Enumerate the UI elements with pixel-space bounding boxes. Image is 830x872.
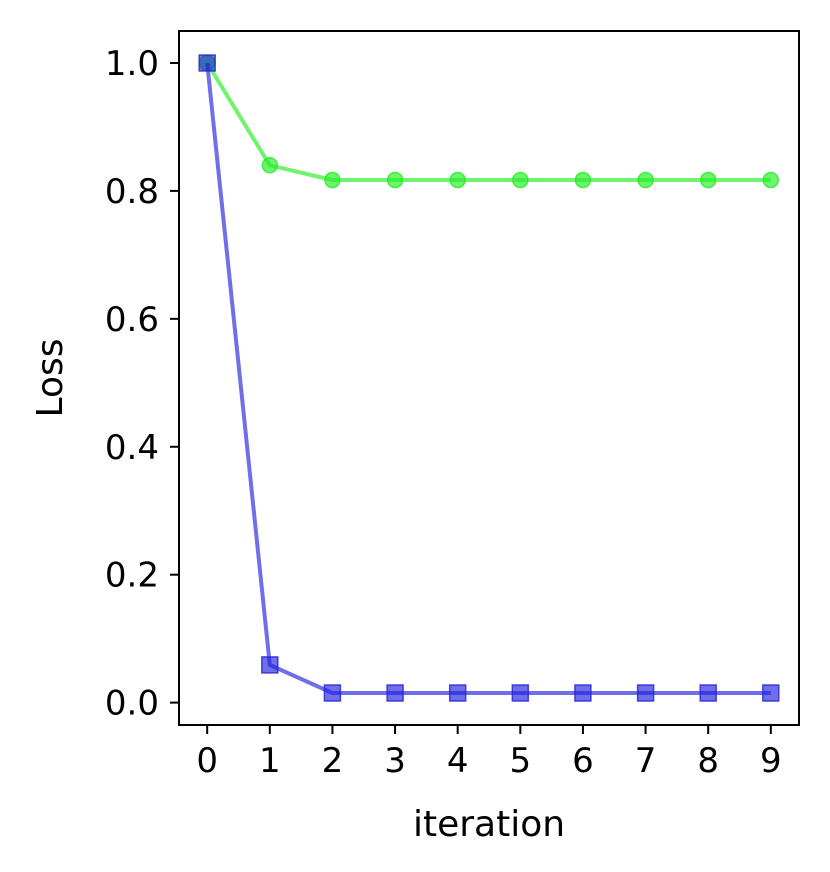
series-0-point [762,171,780,189]
series-0-point [386,171,404,189]
x-tick-label: 3 [384,741,406,781]
y-tick-label: 0.0 [105,684,159,724]
series-0-point [574,171,592,189]
series-1-point [261,656,279,674]
y-tick-label: 1.0 [105,44,159,84]
series-1-point [636,684,655,702]
series-1-point [198,54,216,72]
x-tick-label: 2 [322,741,344,781]
y-axis-label: Loss [30,339,71,418]
x-axis-label: iteration [413,804,565,845]
series-0-point [637,171,654,189]
series-0-point [261,157,279,174]
series-1-point [762,684,780,702]
x-tick-label: 4 [447,741,469,781]
series-1-point [448,684,467,702]
x-tick-label: 8 [697,741,719,781]
y-tick-label: 0.4 [105,428,159,468]
y-tick-label: 0.2 [105,556,159,596]
x-tick-label: 5 [509,741,531,781]
series-1-point [511,684,530,702]
x-tick-label: 0 [196,741,218,781]
series-1-line [205,62,771,695]
series-0-point [449,171,466,189]
y-axis: 0.0 0.2 0.4 0.6 0.8 1.0 [105,44,179,724]
series-1 [198,54,780,702]
plot-frame [178,30,800,726]
y-tick-label: 0.8 [105,172,159,212]
series-0-point [699,171,717,189]
series-1-point [699,684,717,702]
series-0 [198,54,780,189]
series-0-point [324,171,341,189]
series-1-point [323,684,342,702]
series-layer [198,54,780,702]
x-tick-label: 7 [635,741,657,781]
series-0-point [512,171,529,189]
x-tick-label: 9 [760,741,782,781]
series-0-line [205,61,771,182]
x-tick-label: 6 [572,741,594,781]
x-tick-label: 1 [259,741,281,781]
series-1-point [386,684,404,702]
y-tick-label: 0.6 [105,300,159,340]
series-1-point [574,684,592,702]
